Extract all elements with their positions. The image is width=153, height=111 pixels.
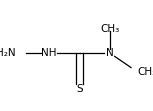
Text: H₂N: H₂N xyxy=(0,48,15,58)
Text: N: N xyxy=(106,48,114,58)
Text: CH₃: CH₃ xyxy=(138,67,153,77)
Text: CH₃: CH₃ xyxy=(101,24,120,34)
Text: NH: NH xyxy=(41,48,57,58)
Text: S: S xyxy=(76,84,83,94)
